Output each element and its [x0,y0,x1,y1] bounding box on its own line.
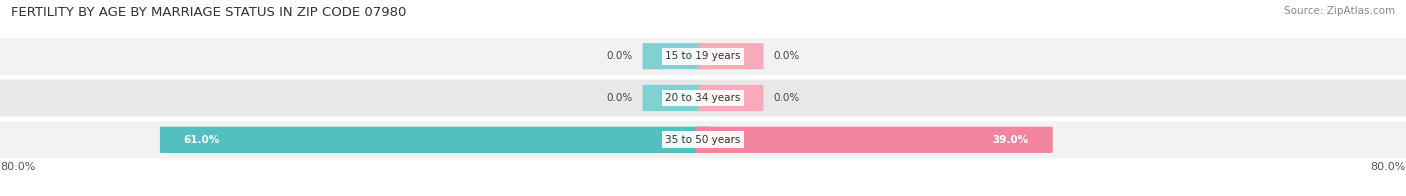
Text: 39.0%: 39.0% [993,135,1029,145]
FancyBboxPatch shape [699,43,763,69]
Text: 80.0%: 80.0% [0,162,35,172]
FancyBboxPatch shape [0,120,1406,160]
FancyBboxPatch shape [696,127,1053,153]
FancyBboxPatch shape [643,85,707,111]
FancyBboxPatch shape [0,36,1406,76]
FancyBboxPatch shape [699,85,763,111]
Text: 61.0%: 61.0% [184,135,221,145]
Text: 0.0%: 0.0% [606,93,633,103]
Text: 15 to 19 years: 15 to 19 years [665,51,741,61]
Text: FERTILITY BY AGE BY MARRIAGE STATUS IN ZIP CODE 07980: FERTILITY BY AGE BY MARRIAGE STATUS IN Z… [11,6,406,19]
FancyBboxPatch shape [643,43,707,69]
Text: 80.0%: 80.0% [1371,162,1406,172]
Text: 0.0%: 0.0% [606,51,633,61]
FancyBboxPatch shape [0,78,1406,118]
Text: Source: ZipAtlas.com: Source: ZipAtlas.com [1284,6,1395,16]
Text: 0.0%: 0.0% [773,51,800,61]
Text: 35 to 50 years: 35 to 50 years [665,135,741,145]
Text: 20 to 34 years: 20 to 34 years [665,93,741,103]
FancyBboxPatch shape [160,127,710,153]
Text: 0.0%: 0.0% [773,93,800,103]
